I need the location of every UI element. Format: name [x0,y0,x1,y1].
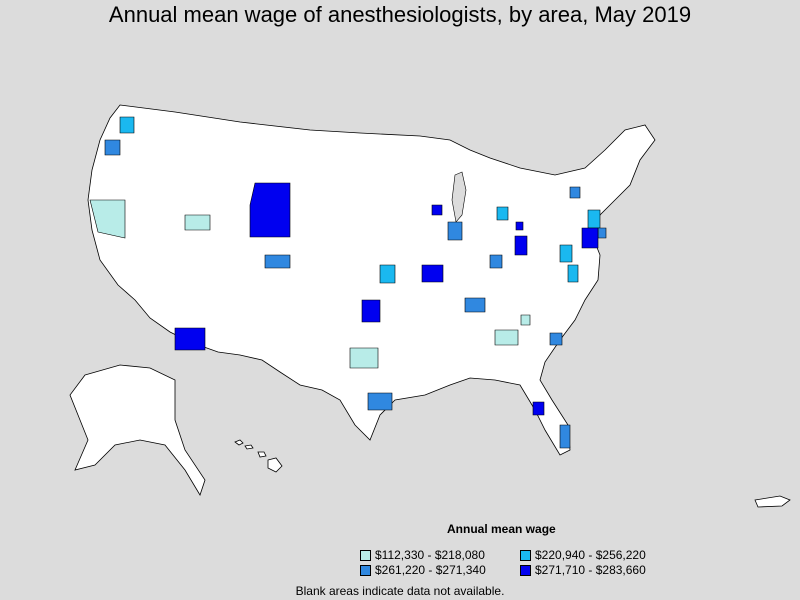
blank-areas-note: Blank areas indicate data not available. [295,584,505,598]
legend-item-1: $112,330 - $218,080 [360,548,485,562]
areas-tier-3 [104,139,607,449]
puerto-rico [754,495,791,508]
areas-tier-2 [119,116,601,284]
legend-label-1: $112,330 - $218,080 [375,548,485,562]
alaska-land [69,364,206,496]
contiguous-us-land [87,104,656,456]
legend-swatch-3 [360,564,371,576]
legend-label-2: $220,940 - $256,220 [535,548,646,562]
areas-tier-1 [89,199,531,369]
legend-item-4: $271,710 - $283,660 [520,563,646,577]
legend-title: Annual mean wage [447,522,556,536]
legend-swatch-2 [520,549,531,561]
legend-label-4: $271,710 - $283,660 [535,563,646,577]
lake-michigan [451,171,467,223]
areas-tier-4 [174,182,599,416]
map-title: Annual mean wage of anesthesiologists, b… [108,2,692,27]
legend-label-3: $261,220 - $271,340 [375,563,486,577]
hawaii-islands [234,439,283,473]
legend-item-2: $220,940 - $256,220 [520,548,646,562]
legend-item-3: $261,220 - $271,340 [360,563,486,577]
legend-swatch-4 [520,564,531,576]
legend-swatch-1 [360,549,371,561]
